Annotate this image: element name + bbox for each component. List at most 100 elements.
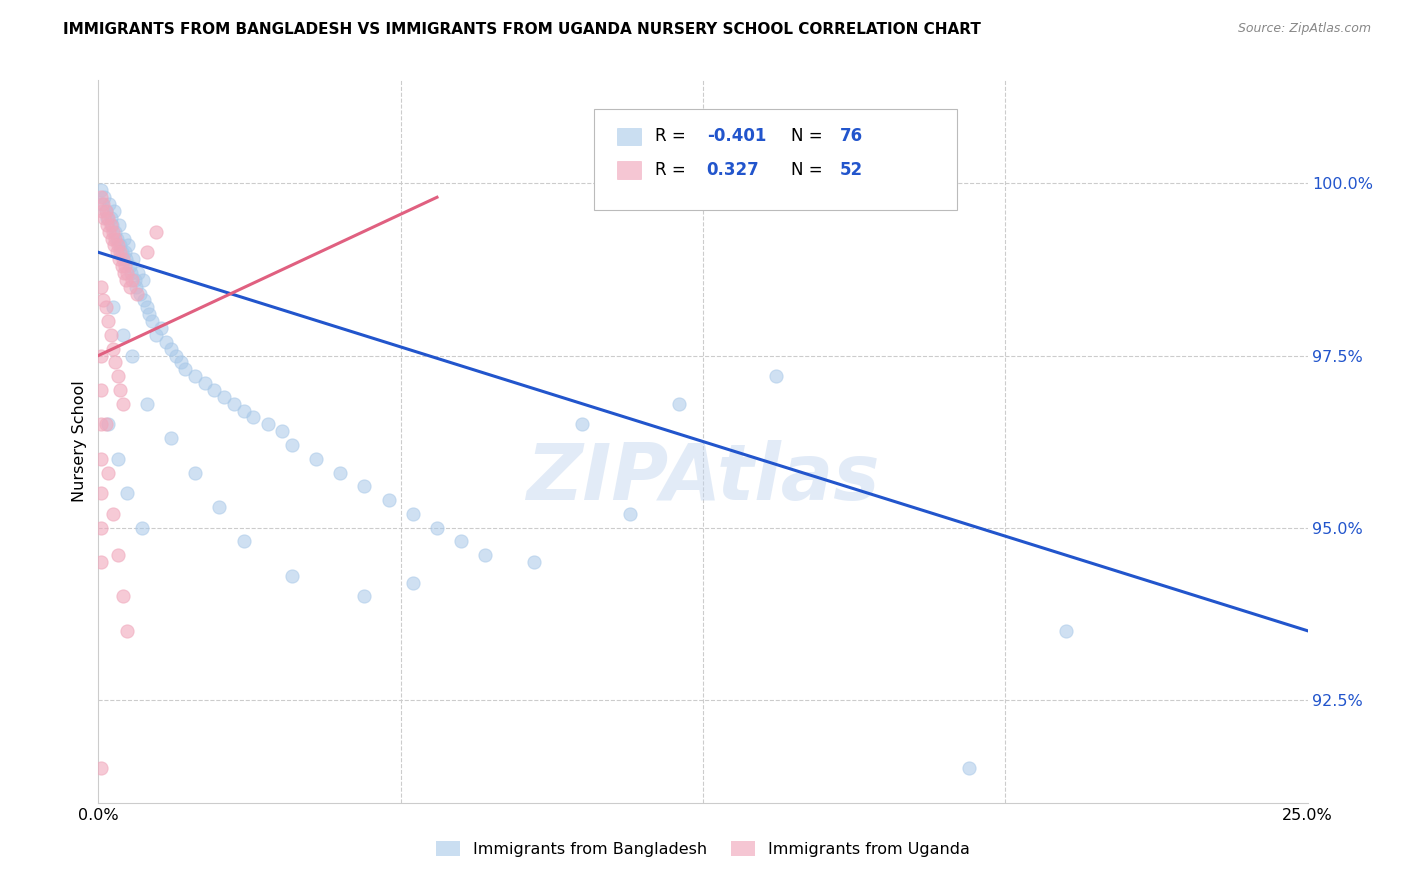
Point: [232, 534, 254, 549]
Point: [97, 211, 120, 225]
Point: [160, 342, 183, 356]
Point: [353, 590, 375, 604]
Point: [329, 466, 352, 480]
Point: [93, 211, 115, 225]
Point: [103, 238, 125, 252]
Point: [117, 486, 139, 500]
Legend: Immigrants from Bangladesh, Immigrants from Uganda: Immigrants from Bangladesh, Immigrants f…: [430, 835, 976, 863]
Text: ZIPAtlas: ZIPAtlas: [526, 440, 880, 516]
Text: -0.401: -0.401: [707, 127, 766, 145]
Point: [212, 390, 235, 404]
Point: [765, 369, 787, 384]
Text: N =: N =: [792, 161, 828, 179]
Point: [111, 259, 134, 273]
Point: [91, 204, 114, 219]
Point: [96, 211, 118, 225]
Point: [94, 301, 117, 315]
Point: [160, 431, 183, 445]
Point: [474, 548, 496, 562]
Text: Source: ZipAtlas.com: Source: ZipAtlas.com: [1237, 22, 1371, 36]
Point: [104, 225, 127, 239]
Point: [104, 355, 127, 369]
Point: [94, 204, 117, 219]
FancyBboxPatch shape: [617, 128, 641, 145]
Point: [208, 500, 231, 514]
Point: [97, 314, 120, 328]
Point: [145, 327, 167, 342]
Point: [204, 383, 226, 397]
Point: [232, 403, 254, 417]
Point: [91, 197, 114, 211]
Point: [150, 321, 173, 335]
Point: [107, 238, 129, 252]
Point: [115, 273, 138, 287]
Point: [100, 211, 122, 225]
Point: [96, 218, 118, 232]
Point: [97, 417, 120, 432]
Point: [90, 520, 112, 534]
Point: [98, 197, 121, 211]
Point: [93, 190, 115, 204]
Point: [111, 252, 134, 267]
Point: [105, 245, 128, 260]
Point: [115, 252, 138, 267]
Point: [135, 245, 157, 260]
Point: [125, 279, 148, 293]
Point: [194, 376, 217, 390]
Point: [619, 507, 641, 521]
Point: [112, 231, 135, 245]
Point: [135, 301, 157, 315]
Point: [117, 624, 139, 638]
Point: [107, 451, 129, 466]
Point: [111, 590, 134, 604]
Point: [135, 397, 157, 411]
Point: [108, 238, 131, 252]
Point: [101, 225, 124, 239]
Point: [100, 327, 122, 342]
Point: [103, 204, 125, 219]
Point: [97, 466, 120, 480]
Point: [305, 451, 328, 466]
Point: [90, 383, 112, 397]
Point: [107, 252, 129, 267]
Point: [128, 286, 150, 301]
Point: [90, 451, 112, 466]
Point: [117, 238, 139, 252]
Point: [668, 397, 690, 411]
Point: [90, 486, 112, 500]
Point: [91, 293, 114, 308]
Point: [117, 266, 139, 280]
Point: [111, 245, 134, 260]
Point: [112, 266, 135, 280]
Point: [104, 231, 127, 245]
Point: [426, 520, 449, 534]
Point: [281, 568, 304, 582]
FancyBboxPatch shape: [617, 161, 641, 178]
Point: [402, 575, 425, 590]
Text: R =: R =: [655, 161, 690, 179]
Point: [90, 190, 112, 204]
Point: [108, 245, 131, 260]
Point: [184, 466, 207, 480]
Point: [174, 362, 197, 376]
Point: [90, 349, 112, 363]
Point: [90, 555, 112, 569]
Point: [94, 204, 117, 219]
Point: [1054, 624, 1077, 638]
Point: [138, 307, 160, 321]
Point: [402, 507, 425, 521]
Point: [118, 259, 141, 273]
Point: [132, 273, 155, 287]
Point: [107, 369, 129, 384]
Point: [101, 231, 124, 245]
Point: [114, 259, 136, 273]
Text: R =: R =: [655, 127, 690, 145]
Point: [101, 301, 124, 315]
Point: [145, 225, 167, 239]
Y-axis label: Nursery School: Nursery School: [72, 381, 87, 502]
Text: 52: 52: [839, 161, 863, 179]
FancyBboxPatch shape: [595, 109, 957, 211]
Text: 0.327: 0.327: [707, 161, 759, 179]
Point: [114, 245, 136, 260]
Point: [100, 218, 122, 232]
